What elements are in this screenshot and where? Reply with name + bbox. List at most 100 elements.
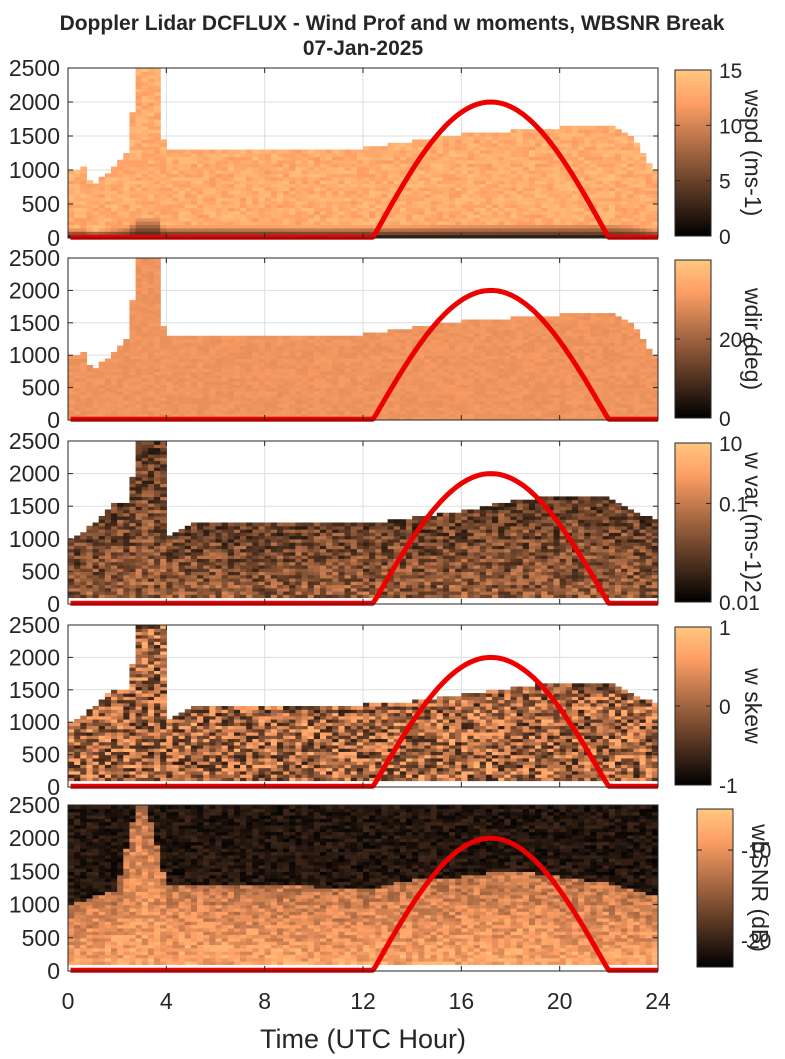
- heatmap-cell: [633, 180, 641, 185]
- heatmap-cell: [215, 221, 223, 225]
- heatmap-cell: [424, 173, 432, 178]
- heatmap-cell: [651, 190, 658, 195]
- heatmap-cell: [233, 345, 241, 350]
- heatmap-cell: [608, 129, 616, 134]
- heatmap-cell: [461, 200, 469, 205]
- heatmap-cell: [332, 153, 340, 157]
- heatmap-cell: [436, 204, 444, 208]
- heatmap-cell: [184, 204, 192, 208]
- heatmap-cell: [522, 335, 530, 340]
- heatmap-cell: [166, 400, 174, 405]
- heatmap-cell: [356, 339, 364, 343]
- heatmap-cell: [578, 234, 585, 238]
- heatmap-cell: [418, 142, 426, 147]
- heatmap-cell: [197, 197, 204, 202]
- heatmap-cell: [86, 221, 94, 225]
- heatmap-cell: [135, 397, 143, 402]
- heatmap-cell: [233, 231, 241, 236]
- heatmap-cell: [117, 345, 124, 350]
- heatmap-cell: [590, 170, 598, 174]
- heatmap-cell: [338, 224, 346, 229]
- heatmap-cell: [590, 136, 598, 140]
- heatmap-cell: [276, 407, 284, 411]
- colorbar-tick-label: 15: [719, 60, 742, 83]
- heatmap-cell: [74, 368, 81, 372]
- heatmap-cell: [436, 227, 444, 232]
- heatmap-cell: [160, 329, 167, 334]
- heatmap-cell: [160, 351, 167, 356]
- heatmap-cell: [436, 364, 444, 369]
- heatmap-cell: [363, 193, 370, 198]
- heatmap-cell: [510, 339, 518, 343]
- heatmap-cell: [547, 173, 555, 178]
- heatmap-cell: [516, 214, 524, 219]
- heatmap-cell: [565, 159, 573, 164]
- heatmap-cell: [203, 197, 210, 202]
- heatmap-cell: [461, 390, 469, 395]
- heatmap-cell: [283, 231, 290, 236]
- heatmap-cell: [639, 193, 647, 198]
- heatmap-cell: [270, 163, 278, 168]
- heatmap-cell: [117, 176, 124, 181]
- heatmap-cell: [430, 351, 438, 356]
- heatmap-cell: [553, 132, 561, 137]
- heatmap-cell: [227, 193, 235, 198]
- heatmap-cell: [633, 197, 641, 202]
- heatmap-cell: [135, 267, 143, 272]
- heatmap-cell: [80, 413, 88, 418]
- heatmap-cell: [68, 231, 75, 236]
- heatmap-cell: [510, 156, 518, 161]
- heatmap-cell: [510, 221, 518, 225]
- heatmap-cell: [547, 200, 555, 205]
- heatmap-cell: [221, 374, 229, 379]
- heatmap-cell: [424, 345, 432, 350]
- heatmap-cell: [645, 190, 653, 195]
- heatmap-cell: [295, 400, 303, 405]
- heatmap-cell: [498, 159, 505, 164]
- heatmap-cell: [104, 180, 112, 185]
- heatmap-cell: [406, 342, 413, 347]
- heatmap-cell: [141, 329, 149, 334]
- heatmap-cell: [473, 197, 481, 202]
- heatmap-cell: [473, 170, 481, 174]
- heatmap-cell: [80, 374, 88, 379]
- heatmap-cell: [590, 221, 598, 225]
- heatmap-cell: [129, 231, 137, 236]
- heatmap-cell: [178, 384, 186, 389]
- heatmap-cell: [541, 146, 548, 151]
- heatmap-cell: [485, 207, 493, 212]
- heatmap-cell: [197, 371, 204, 376]
- heatmap-cell: [166, 170, 174, 174]
- heatmap-cell: [92, 413, 100, 418]
- heatmap-cell: [270, 413, 278, 418]
- heatmap-cell: [295, 371, 303, 376]
- heatmap-cell: [197, 345, 204, 350]
- heatmap-cell: [203, 345, 210, 350]
- heatmap-cell: [141, 132, 149, 137]
- heatmap-cell: [424, 210, 432, 215]
- heatmap-cell: [430, 397, 438, 402]
- heatmap-cell: [313, 413, 321, 418]
- heatmap-cell: [633, 200, 641, 205]
- heatmap-cell: [369, 355, 376, 360]
- heatmap-cell: [363, 345, 370, 350]
- heatmap-cell: [528, 234, 536, 238]
- heatmap-cell: [203, 156, 210, 161]
- heatmap-cell: [215, 173, 223, 178]
- heatmap-cell: [197, 176, 204, 181]
- heatmap-cell: [80, 390, 88, 395]
- heatmap-cell: [276, 339, 284, 343]
- heatmap-cell: [264, 407, 272, 411]
- heatmap-cell: [461, 149, 469, 154]
- heatmap-cell: [418, 410, 426, 415]
- heatmap-cell: [141, 270, 149, 275]
- heatmap-cell: [528, 136, 536, 140]
- heatmap-cell: [111, 173, 118, 178]
- heatmap-cell: [141, 293, 149, 298]
- heatmap-cell: [295, 207, 303, 212]
- heatmap-cell: [535, 224, 542, 229]
- heatmap-cell: [147, 313, 155, 317]
- heatmap-cell: [547, 207, 555, 212]
- heatmap-cell: [264, 364, 272, 369]
- heatmap-cell: [528, 193, 536, 198]
